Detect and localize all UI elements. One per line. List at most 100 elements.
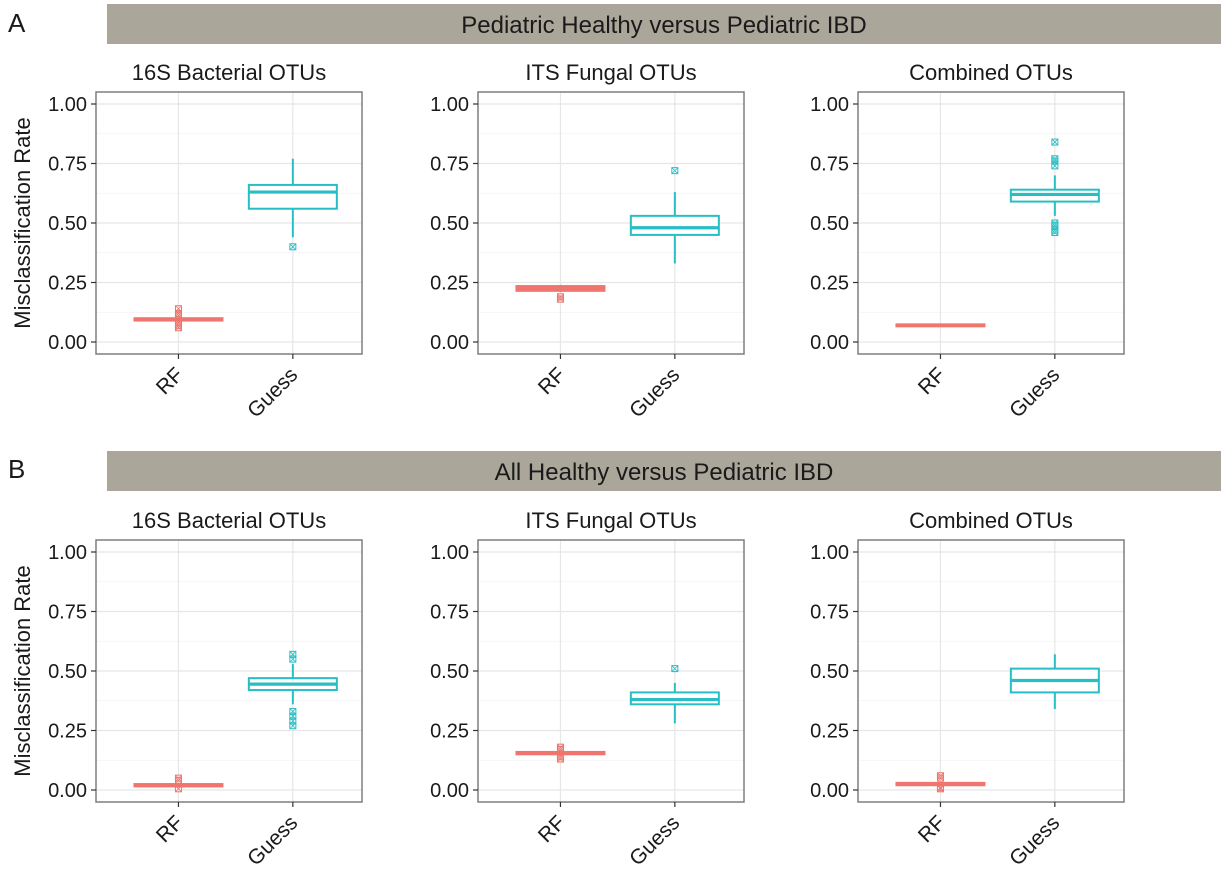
box-guess — [629, 665, 720, 724]
outlier-point — [671, 167, 679, 175]
outlier-box — [1051, 138, 1059, 146]
panel-b-its: ITS Fungal OTUs 0.00 0.25 0.50 0.75 1.00 RF Gue… — [430, 508, 745, 870]
y-tick-label: 0.50 — [810, 661, 849, 683]
box-iqr — [247, 183, 338, 210]
y-tick-label: 0.75 — [48, 154, 87, 176]
y-tick-label: 0.00 — [810, 332, 849, 354]
box-rf — [895, 772, 986, 793]
y-tick-label: 0.50 — [430, 661, 469, 683]
y-tick-label: 1.00 — [810, 542, 849, 564]
outlier-box — [936, 784, 944, 792]
outlier-point — [174, 319, 182, 327]
outlier-box — [174, 319, 182, 327]
outlier-point — [1051, 138, 1059, 146]
outlier-cross — [175, 305, 182, 312]
y-axis-label: Misclassification Rate — [10, 117, 35, 329]
outlier-box — [1051, 155, 1059, 163]
outlier-point — [289, 243, 297, 251]
strip-header-a: Pediatric Healthy versus Pediatric IBD — [107, 4, 1221, 44]
outlier-cross — [671, 167, 679, 174]
outlier-cross — [557, 293, 564, 301]
y-tick-label: 0.25 — [430, 273, 469, 295]
outlier-box — [671, 665, 679, 673]
outlier-cross — [1051, 222, 1059, 229]
outlier-point — [671, 665, 679, 673]
strip-title-b: All Healthy versus Pediatric IBD — [495, 459, 834, 486]
box-rf — [895, 323, 986, 328]
outlier-cross — [1051, 157, 1059, 165]
y-tick-label: 1.00 — [48, 94, 87, 116]
y-tick-label: 0.25 — [48, 721, 87, 743]
outlier-cross — [289, 243, 297, 251]
panel-title: Combined OTUs — [909, 508, 1073, 533]
y-tick-label: 1.00 — [430, 94, 469, 116]
y-tick-label: 0.00 — [810, 780, 849, 802]
strip-header-b: All Healthy versus Pediatric IBD — [107, 451, 1221, 491]
outlier-cross — [937, 784, 944, 791]
outlier-cross — [671, 665, 679, 672]
y-tick-label: 0.75 — [48, 602, 87, 624]
outlier-point — [556, 743, 564, 751]
strip-background-b — [107, 451, 1221, 491]
outlier-cross — [557, 753, 564, 760]
panel-a-16s: 16S Bacterial OTUs 0.00 0.25 0.50 0.75 1.00 RF… — [10, 60, 363, 422]
outlier-point — [556, 753, 564, 761]
strip-title-a: Pediatric Healthy versus Pediatric IBD — [461, 12, 867, 39]
outlier-cross — [1051, 138, 1059, 146]
y-tick-label: 0.75 — [430, 602, 469, 624]
outlier-point — [289, 650, 297, 658]
x-tick-label: RF — [914, 363, 950, 399]
outlier-box — [556, 753, 564, 761]
outlier-box — [174, 785, 182, 793]
box-guess — [1009, 654, 1100, 710]
outlier-cross — [1051, 155, 1059, 163]
section-letter-b: B — [8, 454, 25, 484]
outlier-cross — [557, 743, 564, 751]
y-tick-label: 1.00 — [430, 542, 469, 564]
y-tick-label: 0.50 — [48, 213, 87, 235]
outlier-box — [289, 243, 297, 251]
outlier-box — [1051, 226, 1059, 234]
outlier-cross — [175, 785, 182, 793]
outlier-box — [556, 293, 564, 301]
panel-title: 16S Bacterial OTUs — [132, 60, 326, 85]
panel-a-combined: Combined OTUs 0.00 0.25 0.50 0.75 1.00 RF Guess — [810, 60, 1125, 422]
outlier-box — [1051, 162, 1059, 170]
outlier-box — [936, 772, 944, 780]
section-letter-a: A — [8, 8, 26, 38]
y-tick-label: 0.75 — [810, 154, 849, 176]
box-rf — [515, 743, 606, 763]
outlier-box — [174, 305, 182, 313]
outlier-box — [289, 712, 297, 720]
x-tick-label: Guess — [1005, 811, 1064, 870]
outlier-point — [174, 785, 182, 793]
outlier-cross — [175, 774, 182, 782]
outlier-cross — [937, 772, 944, 780]
outlier-box — [289, 655, 297, 663]
outlier-cross — [1051, 219, 1059, 227]
y-tick-label: 0.00 — [430, 332, 469, 354]
x-tick-label: RF — [534, 363, 570, 399]
y-tick-label: 0.00 — [48, 332, 87, 354]
box-guess — [1009, 138, 1100, 237]
x-tick-label: Guess — [243, 811, 302, 870]
outlier-cross — [557, 755, 564, 763]
outlier-cross — [175, 319, 182, 327]
x-tick-label: RF — [152, 363, 188, 399]
box-rf — [133, 305, 224, 332]
outlier-cross — [557, 295, 564, 303]
y-tick-label: 1.00 — [810, 94, 849, 116]
x-tick-label: RF — [534, 811, 570, 847]
y-tick-label: 0.00 — [430, 780, 469, 802]
box-rf — [133, 774, 224, 793]
outlier-cross — [289, 651, 297, 658]
outlier-box — [289, 650, 297, 658]
box-rf — [515, 284, 606, 303]
x-tick-label: RF — [152, 811, 188, 847]
box-guess — [247, 158, 338, 251]
outlier-point — [556, 293, 564, 301]
y-tick-label: 0.25 — [48, 273, 87, 295]
outlier-point — [1051, 155, 1059, 163]
outlier-point — [1051, 219, 1059, 227]
